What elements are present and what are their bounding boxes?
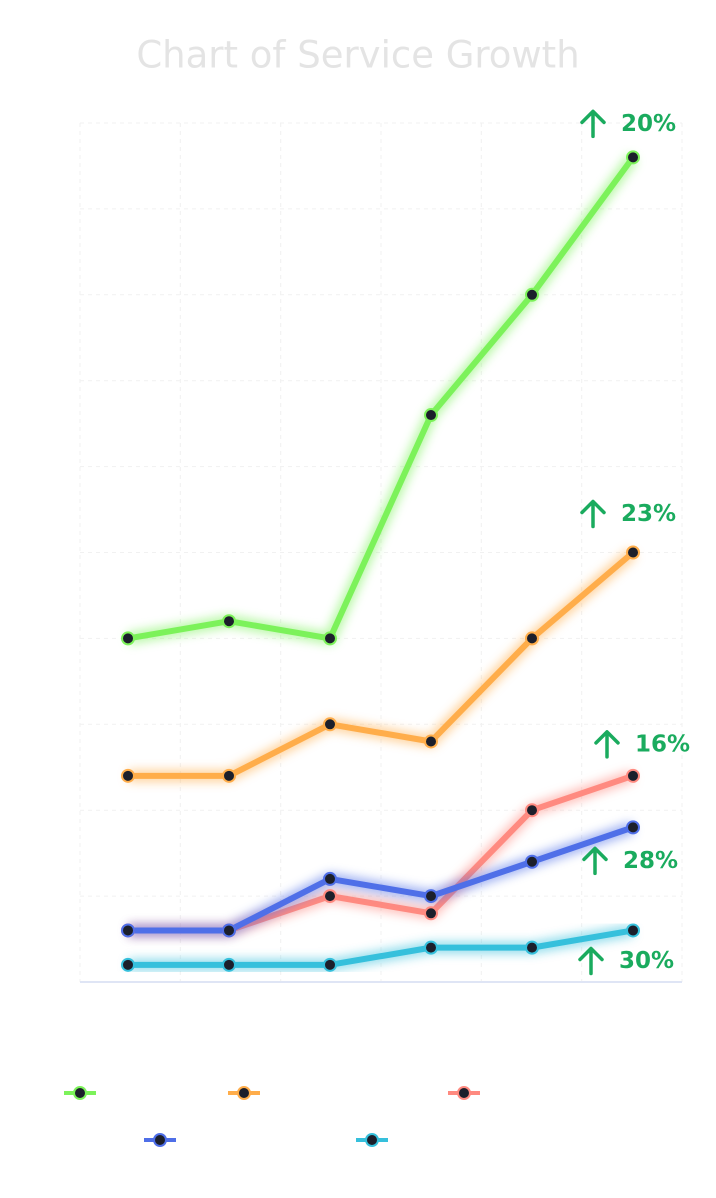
legend-marker (365, 1133, 379, 1147)
point (121, 923, 135, 938)
point (121, 768, 135, 783)
growth-label: 20% (621, 111, 676, 137)
point (626, 820, 640, 835)
point (525, 854, 539, 869)
point (626, 768, 640, 783)
point (626, 545, 640, 560)
point (525, 803, 539, 818)
legend-marker (73, 1086, 87, 1100)
point (525, 631, 539, 646)
growth-annotation: 28% (582, 846, 678, 876)
up-arrow (578, 946, 604, 976)
point (424, 734, 438, 749)
legend-item[interactable] (356, 1133, 388, 1147)
legend-item[interactable] (228, 1086, 260, 1100)
legend-item[interactable] (64, 1086, 96, 1100)
legend-marker (237, 1086, 251, 1100)
growth-annotation: 20% (580, 109, 676, 139)
legend-marker (457, 1086, 471, 1100)
point (222, 923, 236, 938)
line (125, 927, 636, 968)
line (125, 549, 636, 779)
point (323, 631, 337, 646)
growth-label: 16% (635, 731, 690, 757)
up-arrow (580, 109, 606, 139)
up-arrow (594, 730, 620, 759)
chart-title: Chart of Service Growth (136, 34, 579, 77)
growth-label: 30% (619, 948, 674, 974)
point (424, 940, 438, 955)
point (222, 957, 236, 972)
point (222, 768, 236, 783)
legend-marker (153, 1133, 167, 1147)
legend-item[interactable] (448, 1086, 480, 1100)
point (626, 923, 640, 938)
point (323, 957, 337, 972)
point (424, 906, 438, 921)
point (626, 150, 640, 165)
point (525, 940, 539, 955)
line (125, 154, 636, 642)
data-label: 3 (650, 947, 664, 972)
point (323, 717, 337, 732)
up-arrow (580, 499, 606, 529)
point (121, 631, 135, 646)
growth-label: 23% (621, 501, 676, 527)
point (121, 957, 135, 972)
growth-label: 28% (623, 848, 678, 874)
up-arrow (582, 846, 608, 876)
point (424, 408, 438, 423)
growth-annotation: 23% (580, 499, 676, 529)
growth-annotation: 16% (594, 730, 690, 759)
data-label: 9 (650, 847, 664, 872)
point (323, 871, 337, 886)
point (424, 889, 438, 904)
growth-annotation: 30% (578, 946, 674, 976)
legend-item[interactable] (144, 1133, 176, 1147)
point (525, 287, 539, 302)
line (125, 824, 636, 934)
point (323, 889, 337, 904)
point (222, 614, 236, 629)
